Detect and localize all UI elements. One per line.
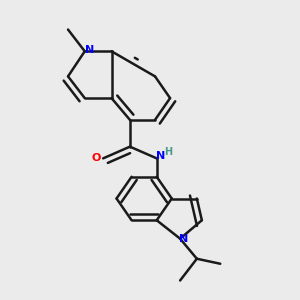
Text: N: N (85, 45, 94, 55)
Text: H: H (164, 147, 172, 157)
Text: O: O (91, 153, 101, 164)
Text: N: N (156, 151, 165, 161)
Text: N: N (179, 234, 188, 244)
